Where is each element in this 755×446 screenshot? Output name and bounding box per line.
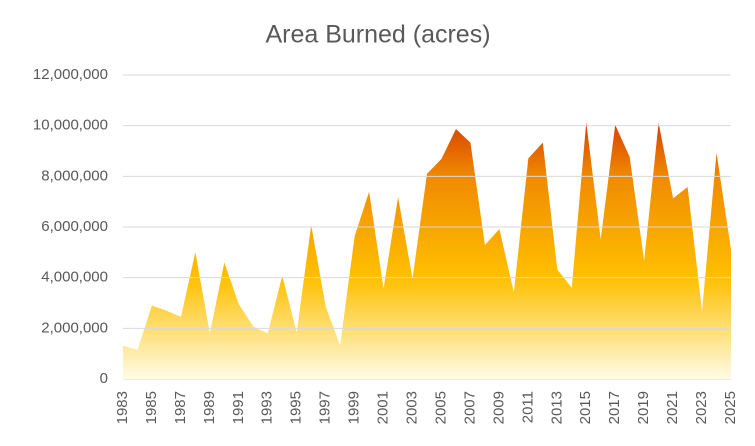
y-tick-label: 12,000,000 bbox=[33, 66, 108, 83]
x-tick-label: 2019 bbox=[635, 391, 652, 424]
x-tick-label: 1999 bbox=[346, 391, 363, 424]
y-tick-label: 10,000,000 bbox=[33, 117, 108, 134]
y-tick-label: 4,000,000 bbox=[41, 269, 108, 286]
x-tick-label: 2017 bbox=[606, 391, 623, 424]
x-tick-label: 2023 bbox=[693, 391, 710, 424]
x-tick-label: 2011 bbox=[519, 391, 536, 423]
x-tick-label: 1995 bbox=[288, 391, 305, 424]
y-tick-label: 0 bbox=[100, 370, 108, 387]
y-tick-label: 8,000,000 bbox=[41, 167, 108, 184]
area bbox=[123, 122, 731, 379]
x-tick-label: 1993 bbox=[259, 391, 276, 424]
x-tick-label: 1987 bbox=[172, 391, 189, 424]
x-tick-label: 1985 bbox=[143, 391, 160, 424]
x-tick-label: 1991 bbox=[230, 391, 247, 424]
x-tick-label: 2003 bbox=[403, 391, 420, 424]
x-tick-label: 2021 bbox=[664, 391, 681, 424]
x-tick-label: 1997 bbox=[317, 391, 334, 424]
x-tick-label: 2013 bbox=[548, 391, 565, 424]
x-tick-label: 2005 bbox=[432, 391, 449, 424]
chart-title: Area Burned (acres) bbox=[265, 21, 490, 49]
y-tick-label: 6,000,000 bbox=[41, 218, 108, 235]
x-tick-label: 2007 bbox=[461, 391, 478, 424]
y-tick-label: 2,000,000 bbox=[41, 319, 108, 336]
x-tick-label: 2001 bbox=[375, 391, 392, 424]
x-tick-label: 2009 bbox=[490, 391, 507, 424]
x-tick-label: 1983 bbox=[114, 391, 131, 424]
x-tick-label: 2015 bbox=[577, 391, 594, 424]
x-tick-label: 2025 bbox=[722, 391, 739, 424]
x-tick-label: 1989 bbox=[201, 391, 218, 424]
